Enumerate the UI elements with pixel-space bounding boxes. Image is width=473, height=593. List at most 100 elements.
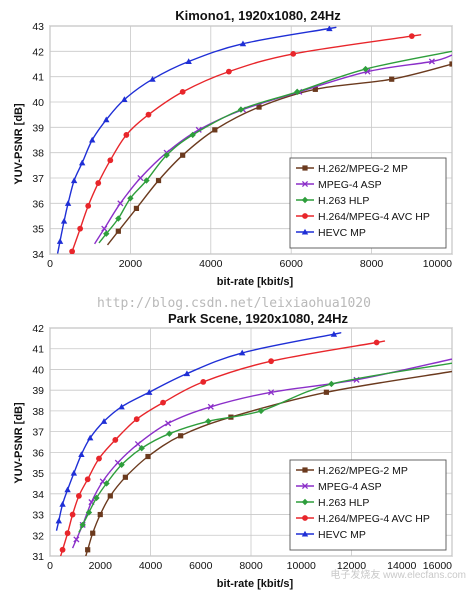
x-tick-label: 2000 <box>89 560 113 572</box>
data-point <box>408 33 415 40</box>
legend-marker <box>301 482 309 490</box>
data-point <box>389 76 395 82</box>
data-point <box>155 177 162 184</box>
data-point <box>166 430 173 437</box>
data-point <box>143 177 150 184</box>
data-point <box>85 509 93 516</box>
data-point <box>138 445 145 452</box>
y-tick-label: 33 <box>32 510 44 522</box>
series-h-262-mpeg-2-mp <box>85 370 452 556</box>
data-point <box>87 434 94 441</box>
legend-item-h-263-hlp: H.263 HLP <box>296 497 369 509</box>
legend-label: H.264/MPEG-4 AVC HP <box>318 513 430 525</box>
data-point <box>93 494 100 502</box>
chart-park-scene: Park Scene, 1920x1080, 24Hz YUV-PSNR [dB… <box>13 311 453 590</box>
legend-label: HEVC MP <box>318 529 366 541</box>
data-point <box>373 339 380 346</box>
data-point <box>60 217 68 224</box>
y-tick-label: 37 <box>32 427 44 439</box>
data-point <box>207 403 214 410</box>
x-tick-label: 4000 <box>139 560 163 572</box>
legend-label: H.263 HLP <box>318 497 369 509</box>
data-point <box>59 500 66 507</box>
x-tick-label: 0 <box>47 560 53 572</box>
data-point <box>64 486 71 493</box>
plot-area: 31 32 33 34 35 36 37 38 39 40 41 42 0 2000 4000 6000 800… <box>32 323 453 572</box>
data-point <box>97 511 103 518</box>
y-tick-label: 42 <box>32 323 44 335</box>
data-point <box>107 157 114 164</box>
data-point <box>118 403 125 410</box>
data-point <box>256 104 262 110</box>
data-point <box>146 389 153 395</box>
data-point <box>95 180 102 186</box>
legend-marker <box>301 180 309 188</box>
data-point <box>268 358 274 365</box>
y-tick-label: 37 <box>32 173 44 185</box>
legend-item-h-263-hlp: H.263 HLP <box>296 195 369 207</box>
legend: H.262/MPEG-2 MP MPEG-4 ASP H.263 HLP H.264/… <box>289 157 447 249</box>
data-point <box>165 420 172 427</box>
y-tick-label: 35 <box>32 224 44 236</box>
data-point <box>69 511 76 518</box>
series-line <box>85 370 452 556</box>
series-hevc-mp <box>55 331 342 531</box>
data-point <box>103 230 110 237</box>
data-point <box>145 453 151 460</box>
chart-kimono1: Kimono1, 1920x1080, 24Hz YUV-PSNR [dB] b… <box>13 8 453 288</box>
legend-item-h-262-mpeg-2-mp: H.262/MPEG-2 MP <box>296 465 408 477</box>
data-point <box>183 370 191 377</box>
y-tick-label: 36 <box>32 198 44 210</box>
y-tick-label: 36 <box>32 447 44 459</box>
y-tick-label: 41 <box>32 344 44 356</box>
legend-marker <box>301 498 309 506</box>
y-tick-label: 40 <box>32 97 44 109</box>
data-point <box>90 530 96 536</box>
y-tick-label: 32 <box>32 530 44 542</box>
data-point <box>137 174 144 182</box>
data-point <box>312 86 318 92</box>
data-point <box>56 238 64 244</box>
data-point <box>70 177 78 184</box>
series-h-262-mpeg-2-mp <box>106 61 452 246</box>
data-point <box>121 96 128 103</box>
legend-label: H.264/MPEG-4 AVC HP <box>318 211 430 223</box>
y-tick-label: 39 <box>32 385 44 397</box>
legend-label: MPEG-4 ASP <box>318 481 382 493</box>
data-point <box>75 492 82 499</box>
y-axis-label: YUV-PSNR [dB] <box>13 103 25 185</box>
data-point <box>84 476 91 483</box>
legend-item-mpeg-4-asp: MPEG-4 ASP <box>296 481 382 493</box>
legend-label: H.263 HLP <box>318 195 369 207</box>
watermark-url: http://blog.csdn.net/leixiaohua1020 <box>97 296 371 311</box>
data-point <box>127 195 134 202</box>
data-point <box>85 547 91 553</box>
data-point <box>134 441 141 448</box>
plot-area: 34 35 36 37 38 39 40 41 42 43 0 2000 4000 6000 8000 100… <box>32 21 453 270</box>
data-point <box>200 378 207 385</box>
x-tick-label: 10000 <box>423 258 452 270</box>
data-point <box>237 106 245 113</box>
data-point <box>257 407 265 415</box>
data-point <box>59 546 66 553</box>
data-point <box>133 205 140 211</box>
data-point <box>69 248 76 254</box>
data-point <box>133 416 140 423</box>
data-point <box>180 152 186 158</box>
legend-item-hevc-mp: HEVC MP <box>296 227 366 239</box>
x-tick-label: 8000 <box>239 560 263 572</box>
x-axis-label: bit-rate [kbit/s] <box>217 578 294 590</box>
x-axis-label: bit-rate [kbit/s] <box>217 276 294 288</box>
data-point <box>362 65 369 73</box>
data-point <box>115 215 122 222</box>
data-point <box>122 474 128 480</box>
x-tick-label: 8000 <box>360 258 384 270</box>
data-point <box>85 202 92 209</box>
data-point <box>239 40 247 47</box>
y-tick-label: 39 <box>32 122 44 134</box>
data-point <box>103 480 110 487</box>
data-point <box>189 131 196 139</box>
data-point <box>73 536 80 543</box>
legend-marker <box>302 515 308 521</box>
data-point <box>326 26 333 32</box>
